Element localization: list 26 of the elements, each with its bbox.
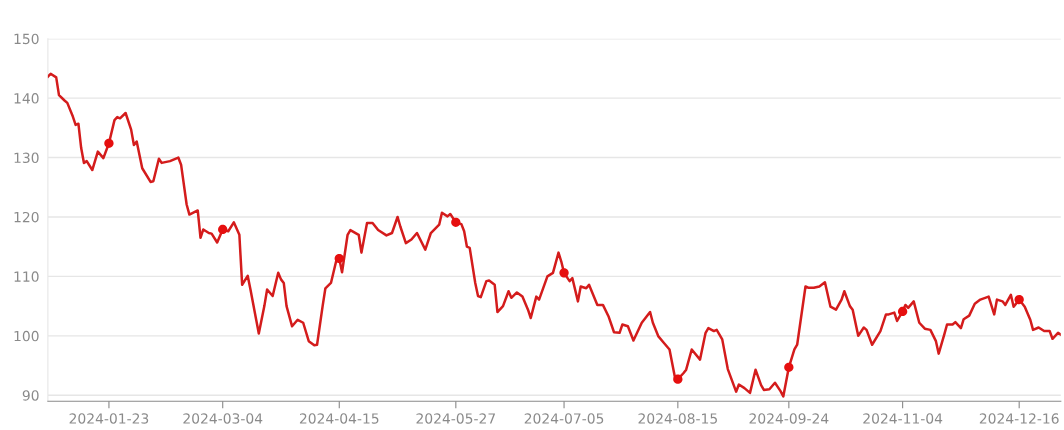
point: [897, 306, 908, 317]
y-tick-label: 100: [14, 330, 39, 342]
y-tick-label: 140: [14, 93, 39, 104]
x-tick-label: 2024-12-16: [979, 413, 1059, 424]
y-tick-label: 120: [14, 211, 39, 223]
x-tick-label: 2024-08-15: [638, 413, 717, 424]
x-tick-label: 2024-11-04: [863, 413, 943, 424]
y-tick-label: 110: [14, 271, 39, 282]
line-series: [47, 72, 1061, 398]
point: [334, 253, 344, 264]
x-tick-label: 2024-04-15: [299, 413, 379, 424]
point: [1014, 294, 1024, 305]
point: [451, 217, 461, 227]
x-tick-label: 2024-05-27: [416, 413, 495, 424]
x-tick-label: 2024-03-04: [183, 413, 263, 424]
point: [104, 138, 114, 148]
point: [559, 268, 569, 278]
x-tick-label: 2024-09-24: [749, 413, 829, 424]
y-tick-label: 90: [22, 390, 39, 401]
point: [673, 374, 683, 384]
x-tick-label: 2024-01-23: [69, 413, 149, 424]
y-tick-label: 130: [14, 152, 39, 164]
point: [784, 362, 794, 372]
point: [218, 224, 228, 235]
x-tick-label: 2024-07-05: [524, 413, 604, 424]
y-tick-label: 150: [14, 33, 39, 45]
